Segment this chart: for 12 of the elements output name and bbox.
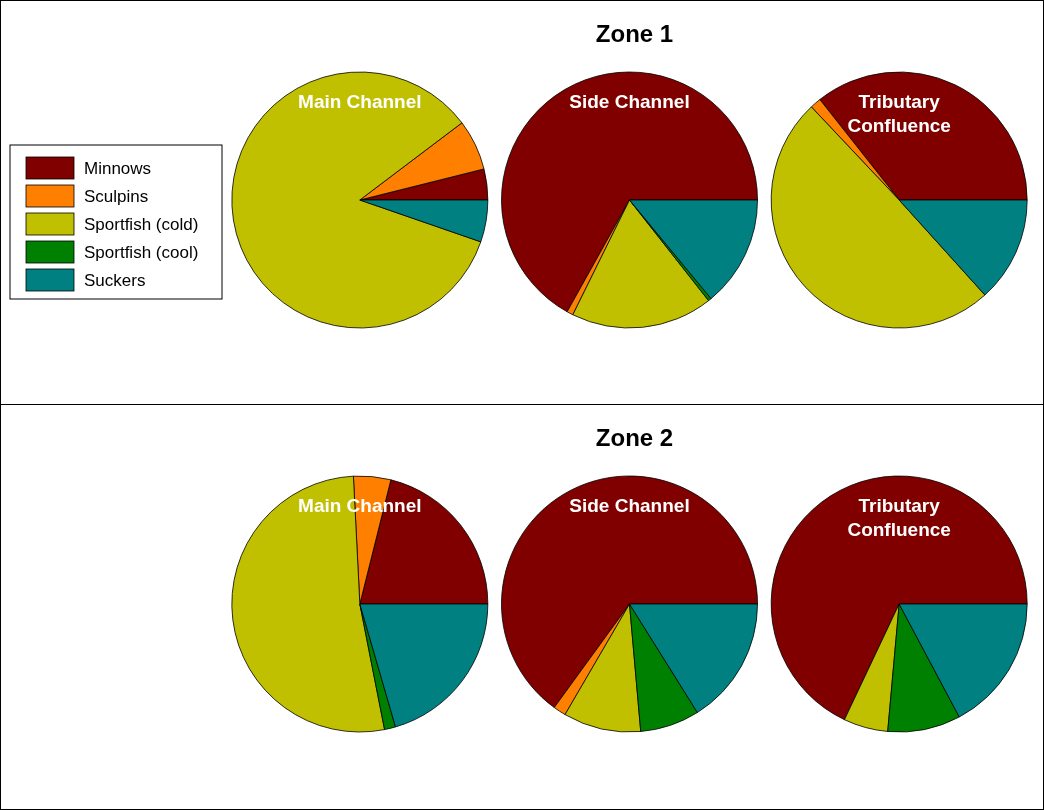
legend-label: Sportfish (cold): [84, 215, 199, 234]
legend-label: Sculpins: [84, 187, 149, 206]
text: Zone 1: [595, 20, 674, 47]
text: Tributary Confluence: [847, 494, 951, 540]
text: Side Channel: [569, 90, 690, 112]
legend-label: Suckers: [84, 271, 146, 290]
text: Side Channel: [569, 494, 690, 516]
legend-label: Minnows: [84, 159, 152, 178]
legend-label: Sportfish (cool): [84, 243, 199, 262]
text: Tributary Confluence: [847, 90, 951, 136]
text: Zone 2: [595, 424, 674, 451]
text: Main Channel: [298, 90, 422, 112]
